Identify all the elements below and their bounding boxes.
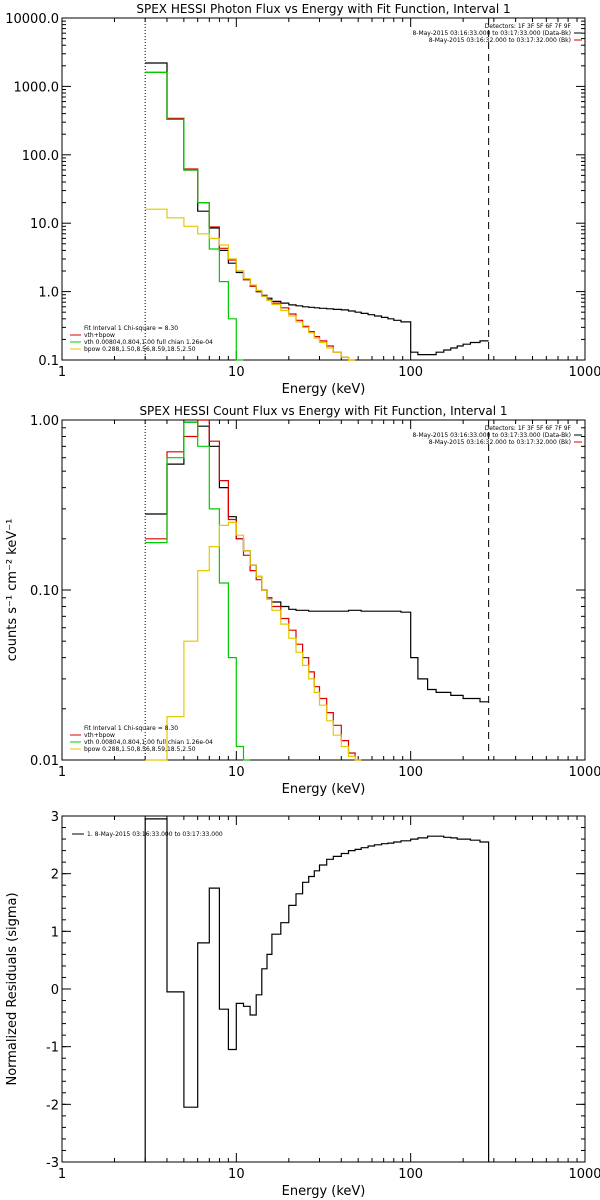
legend-bottom-left-entry: bpow 0.288,1.50,8.56,8.59,18.5,2.50 xyxy=(84,346,196,353)
series-line xyxy=(145,421,251,761)
legend-bottom-left-entry: vth+bpow xyxy=(84,732,115,739)
series-3 xyxy=(145,521,362,761)
plot-frame xyxy=(61,17,586,361)
legend-top-right-entry: Detectors: 1F 3F 5F 6F 7F 9F xyxy=(485,425,572,432)
y-tick-label: 10000.0 xyxy=(5,12,59,27)
series-line xyxy=(145,521,362,761)
legend-bottom-left-entry: bpow 0.288,1.50,8.56,8.59,18.5,2.50 xyxy=(84,746,196,753)
series-1 xyxy=(145,419,362,761)
series-1 xyxy=(145,71,356,361)
y-axis-label: Normalized Residuals (sigma) xyxy=(5,892,20,1085)
x-tick-label: 10 xyxy=(228,765,245,780)
panel-photon: SPEX HESSI Photon Flux vs Energy with Fi… xyxy=(5,2,600,397)
series-line xyxy=(145,208,356,361)
legend-top-right-entry: 8-May-2015 03:16:32.000 to 03:17:32.000 … xyxy=(429,37,571,44)
x-tick-label: 1000 xyxy=(568,1167,600,1182)
x-axis-label: Energy (keV) xyxy=(282,382,366,397)
y-tick-label: -2 xyxy=(46,1098,59,1113)
y-tick-label: 0.1 xyxy=(38,354,59,369)
y-axis-label: counts s⁻¹ cm⁻² keV⁻¹ xyxy=(5,519,20,662)
legend-top-right-entry: 8-May-2015 03:16:33.000 to 03:17:33.000 … xyxy=(412,432,571,439)
series-0 xyxy=(145,421,489,703)
legend-bottom-left-entry: vth 0.00804,0.804,1.00 full chian 1.26e-… xyxy=(84,339,213,346)
y-tick-label: 100.0 xyxy=(22,149,59,164)
series-line xyxy=(145,62,489,356)
y-tick-label: 2 xyxy=(51,868,59,883)
legend-top-right-entry: Detectors: 1F 3F 5F 6F 7F 9F xyxy=(485,23,572,30)
x-tick-label: 1000 xyxy=(568,765,600,780)
panel-residuals: 1 10 100 1000 Energy (keV) -3 -2 -1 0 1 2 3 Normaliz… xyxy=(5,810,600,1199)
series-2 xyxy=(145,421,251,761)
legend-bottom-left-entry: vth+bpow xyxy=(84,332,115,339)
series-line xyxy=(145,71,356,361)
y-tick-label: 3 xyxy=(51,810,59,825)
y-tick-label: 0.01 xyxy=(30,754,59,769)
x-tick-label: 100 xyxy=(398,765,423,780)
x-axis-label: Energy (keV) xyxy=(282,782,366,797)
x-tick-label: 10 xyxy=(228,1167,245,1182)
legend-bottom-left-entry: Fit Interval 1 Chi-square = 8.30 xyxy=(84,725,178,732)
panel-count: SPEX HESSI Count Flux vs Energy with Fit… xyxy=(5,404,600,797)
series-0 xyxy=(144,818,490,1162)
y-tick-label: 10.0 xyxy=(30,217,59,232)
legend-top-right-entry: 8-May-2015 03:16:33.000 to 03:17:33.000 … xyxy=(412,30,571,37)
x-tick-label: 1 xyxy=(58,365,66,380)
x-tick-label: 1 xyxy=(58,1167,66,1182)
x-axis-label: Energy (keV) xyxy=(282,1184,366,1199)
y-tick-label: 1.0 xyxy=(38,286,59,301)
plot-frame xyxy=(61,815,586,1163)
y-tick-label: 0 xyxy=(51,983,59,998)
chart-title: SPEX HESSI Count Flux vs Energy with Fit… xyxy=(139,404,507,418)
y-tick-label: -1 xyxy=(46,1041,59,1056)
y-tick-label: 1000.0 xyxy=(14,80,60,95)
legend-entry: 1. 8-May-2015 03:16:33.000 to 03:17:33.0… xyxy=(87,831,223,838)
y-tick-label: 1 xyxy=(51,925,59,940)
legend-top-right-entry: 8-May-2015 03:16:32.000 to 03:17:32.000 … xyxy=(429,439,571,446)
x-tick-label: 100 xyxy=(398,365,423,380)
legend-bottom-left-entry: vth 0.00804,0.804,1.00 full chian 1.26e-… xyxy=(84,739,213,746)
series-line xyxy=(145,419,362,761)
plot-frame xyxy=(61,419,586,761)
series-2 xyxy=(145,71,244,361)
series-line xyxy=(144,818,490,1162)
y-tick-label: 1.00 xyxy=(30,414,59,429)
series-3 xyxy=(145,208,356,361)
chart-title: SPEX HESSI Photon Flux vs Energy with Fi… xyxy=(136,2,510,16)
x-tick-label: 1000 xyxy=(568,365,600,380)
y-tick-label: -3 xyxy=(46,1156,59,1171)
y-tick-label: 0.10 xyxy=(30,584,59,599)
series-0 xyxy=(145,62,489,356)
x-tick-label: 100 xyxy=(398,1167,423,1182)
x-tick-label: 1 xyxy=(58,765,66,780)
legend-bottom-left-entry: Fit Interval 1 Chi-square = 8.30 xyxy=(84,325,178,332)
series-line xyxy=(145,421,489,703)
x-tick-label: 10 xyxy=(228,365,245,380)
series-line xyxy=(145,71,244,361)
